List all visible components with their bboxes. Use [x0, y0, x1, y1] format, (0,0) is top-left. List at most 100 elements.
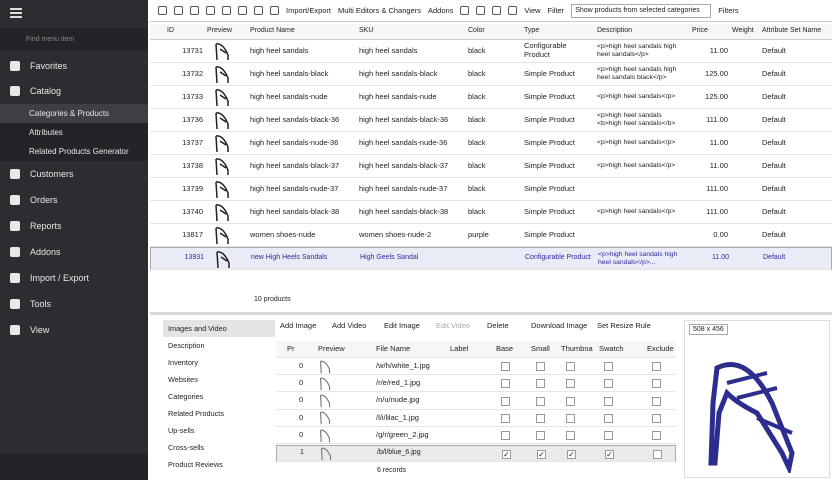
- menu-item[interactable]: Catalog: [0, 78, 148, 104]
- grid-row[interactable]: 13817 women shoes-nude women shoes-nude-2 p…: [150, 224, 832, 247]
- image-action[interactable]: Edit Image: [384, 321, 420, 330]
- filters-button[interactable]: Filters: [718, 6, 739, 15]
- column-header[interactable]: Color: [468, 27, 485, 35]
- image-column-header[interactable]: Swatch: [599, 343, 624, 353]
- tool-icon[interactable]: [174, 6, 183, 15]
- checkbox[interactable]: [566, 362, 575, 371]
- tool-icon[interactable]: [254, 6, 263, 15]
- grid-row[interactable]: 13736 high heel sandals-black-36 high heel…: [150, 109, 832, 132]
- image-column-header[interactable]: Pr: [287, 343, 295, 353]
- submenu-item[interactable]: Categories & Products: [0, 104, 148, 123]
- checkbox[interactable]: ✓: [605, 449, 614, 459]
- grid-row[interactable]: 13740 high heel sandals-black-38 high heel…: [150, 201, 832, 224]
- column-header[interactable]: Product Name: [250, 27, 295, 35]
- checkbox[interactable]: [501, 431, 510, 441]
- image-row[interactable]: 0/l/i/lilac_1.jpg: [276, 410, 676, 427]
- checkbox[interactable]: ✓: [537, 449, 546, 459]
- checkbox[interactable]: [652, 431, 661, 441]
- image-column-header[interactable]: File Name: [376, 343, 411, 353]
- submenu-item[interactable]: Attributes: [0, 123, 148, 142]
- checkbox[interactable]: [652, 379, 661, 389]
- column-header[interactable]: Weight: [732, 27, 754, 35]
- filter-select[interactable]: Show products from selected categories: [571, 3, 712, 18]
- tool-icon[interactable]: [476, 6, 486, 15]
- detail-tab[interactable]: Up-sells: [168, 426, 195, 435]
- checkbox[interactable]: [536, 413, 545, 423]
- menu-item[interactable]: Addons: [0, 239, 148, 265]
- column-header[interactable]: Type: [524, 27, 540, 35]
- toolbar-button[interactable]: Import/Export: [286, 6, 332, 15]
- image-column-header[interactable]: Preview: [318, 343, 345, 353]
- grid-row[interactable]: 13737 high heel sandals-nude-36 high heel …: [150, 132, 832, 155]
- checkbox[interactable]: [536, 396, 545, 406]
- menu-item[interactable]: Favorites: [0, 53, 148, 79]
- toolbar-button[interactable]: View: [524, 6, 541, 15]
- menu-item[interactable]: Tools: [0, 291, 148, 317]
- checkbox[interactable]: [501, 413, 510, 423]
- grid-row[interactable]: 13733 high heel sandals-nude high heel san…: [150, 86, 832, 109]
- grid-row[interactable]: 13738 high heel sandals-black-37 high heel…: [150, 155, 832, 178]
- image-row[interactable]: 0/r/e/red_1.jpg: [276, 375, 676, 393]
- tool-icon[interactable]: [190, 6, 199, 15]
- detail-tab[interactable]: Categories: [168, 392, 204, 401]
- menu-toggle[interactable]: [10, 8, 22, 18]
- grid-row[interactable]: 13732 high heel sandals-black high heel sa…: [150, 63, 832, 86]
- image-action[interactable]: Edit Video: [436, 321, 471, 330]
- image-action[interactable]: Delete: [487, 321, 509, 330]
- image-action[interactable]: Download Image: [531, 321, 588, 330]
- image-row[interactable]: 0/w/h/white_1.jpg: [276, 358, 676, 375]
- menu-item[interactable]: View: [0, 317, 148, 343]
- checkbox[interactable]: [536, 362, 545, 371]
- tool-icon[interactable]: [270, 6, 279, 15]
- checkbox[interactable]: [604, 413, 613, 423]
- checkbox[interactable]: [536, 379, 545, 389]
- checkbox[interactable]: [652, 413, 661, 423]
- column-header[interactable]: Price: [692, 27, 708, 35]
- menu-item[interactable]: Customers: [0, 161, 148, 187]
- detail-tab[interactable]: Inventory: [168, 358, 199, 367]
- image-row[interactable]: 0/n/u/nude.jpg: [276, 393, 676, 410]
- checkbox[interactable]: ✓: [502, 449, 511, 459]
- detail-tab[interactable]: Description: [168, 341, 205, 350]
- checkbox[interactable]: [604, 362, 613, 371]
- submenu-item[interactable]: Related Products Generator: [0, 142, 148, 161]
- menu-item[interactable]: Reports: [0, 213, 148, 239]
- image-column-header[interactable]: Small: [531, 343, 550, 353]
- menu-item[interactable]: Import / Export: [0, 265, 148, 291]
- column-header[interactable]: ID: [167, 27, 174, 35]
- checkbox[interactable]: [652, 396, 661, 406]
- column-header[interactable]: SKU: [359, 27, 374, 35]
- column-header[interactable]: Description: [597, 27, 633, 35]
- detail-tab[interactable]: Images and Video: [163, 320, 275, 337]
- tool-icon[interactable]: [460, 6, 470, 15]
- tool-icon[interactable]: [508, 6, 518, 15]
- detail-tab[interactable]: Product Reviews: [168, 460, 223, 469]
- image-column-header[interactable]: Label: [450, 343, 469, 353]
- checkbox[interactable]: [604, 431, 613, 441]
- grid-row[interactable]: 13731 high heel sandals high heel sandals b…: [150, 40, 832, 63]
- menu-item[interactable]: Orders: [0, 187, 148, 213]
- checkbox[interactable]: [566, 431, 575, 441]
- toolbar-button[interactable]: Multi Editors & Changers: [338, 6, 421, 15]
- image-row[interactable]: 0/g/r/green_2.jpg: [276, 427, 676, 445]
- checkbox[interactable]: [501, 396, 510, 406]
- tool-icon[interactable]: [206, 6, 215, 15]
- menu-search[interactable]: Find menu item: [0, 28, 148, 50]
- image-action[interactable]: Set Resize Rule: [597, 321, 651, 330]
- checkbox[interactable]: [604, 379, 613, 389]
- grid-row[interactable]: 13739 high heel sandals-nude-37 high heel …: [150, 178, 832, 201]
- checkbox[interactable]: [501, 362, 510, 371]
- image-column-header[interactable]: Thumbna: [561, 343, 593, 353]
- toolbar-button[interactable]: Filter: [547, 6, 565, 15]
- column-header[interactable]: Preview: [207, 27, 232, 35]
- image-row[interactable]: 1/b/l/blue_6.jpg ✓ ✓ ✓ ✓: [276, 444, 676, 462]
- tool-icon[interactable]: [222, 6, 231, 15]
- grid-row[interactable]: 13931 new High Heels Sandals High Geels Sa…: [150, 247, 832, 270]
- checkbox[interactable]: [653, 449, 662, 459]
- detail-tab[interactable]: Related Products: [168, 409, 224, 418]
- tool-icon[interactable]: [492, 6, 502, 15]
- checkbox[interactable]: [652, 362, 661, 371]
- image-column-header[interactable]: Base: [496, 343, 514, 353]
- image-action[interactable]: Add Image: [280, 321, 317, 330]
- detail-tab[interactable]: Cross-sells: [168, 443, 205, 452]
